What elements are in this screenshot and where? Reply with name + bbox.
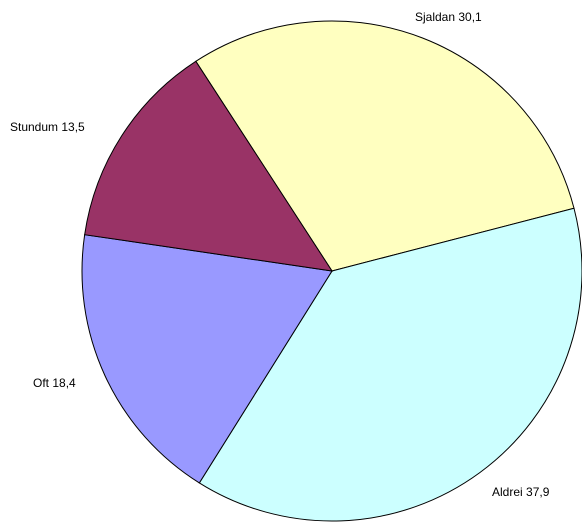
slice-label: Aldrei 37,9 (492, 485, 550, 499)
pie-slice (84, 60, 334, 272)
pie-slice (81, 234, 333, 484)
pie-slice (198, 207, 582, 522)
slice-label: Sjaldan 30,1 (415, 10, 482, 24)
slice-label: Stundum 13,5 (10, 120, 85, 134)
category-label: Oft (33, 376, 50, 390)
value-label: 37,9 (526, 485, 550, 499)
value-label: 13,5 (61, 120, 85, 134)
category-label: Aldrei (492, 485, 523, 499)
value-label: 30,1 (458, 10, 482, 24)
category-label: Sjaldan (415, 10, 455, 24)
pie-slice (195, 20, 575, 272)
value-label: 18,4 (52, 376, 76, 390)
slice-label: Oft 18,4 (33, 376, 76, 390)
category-label: Stundum (10, 120, 58, 134)
